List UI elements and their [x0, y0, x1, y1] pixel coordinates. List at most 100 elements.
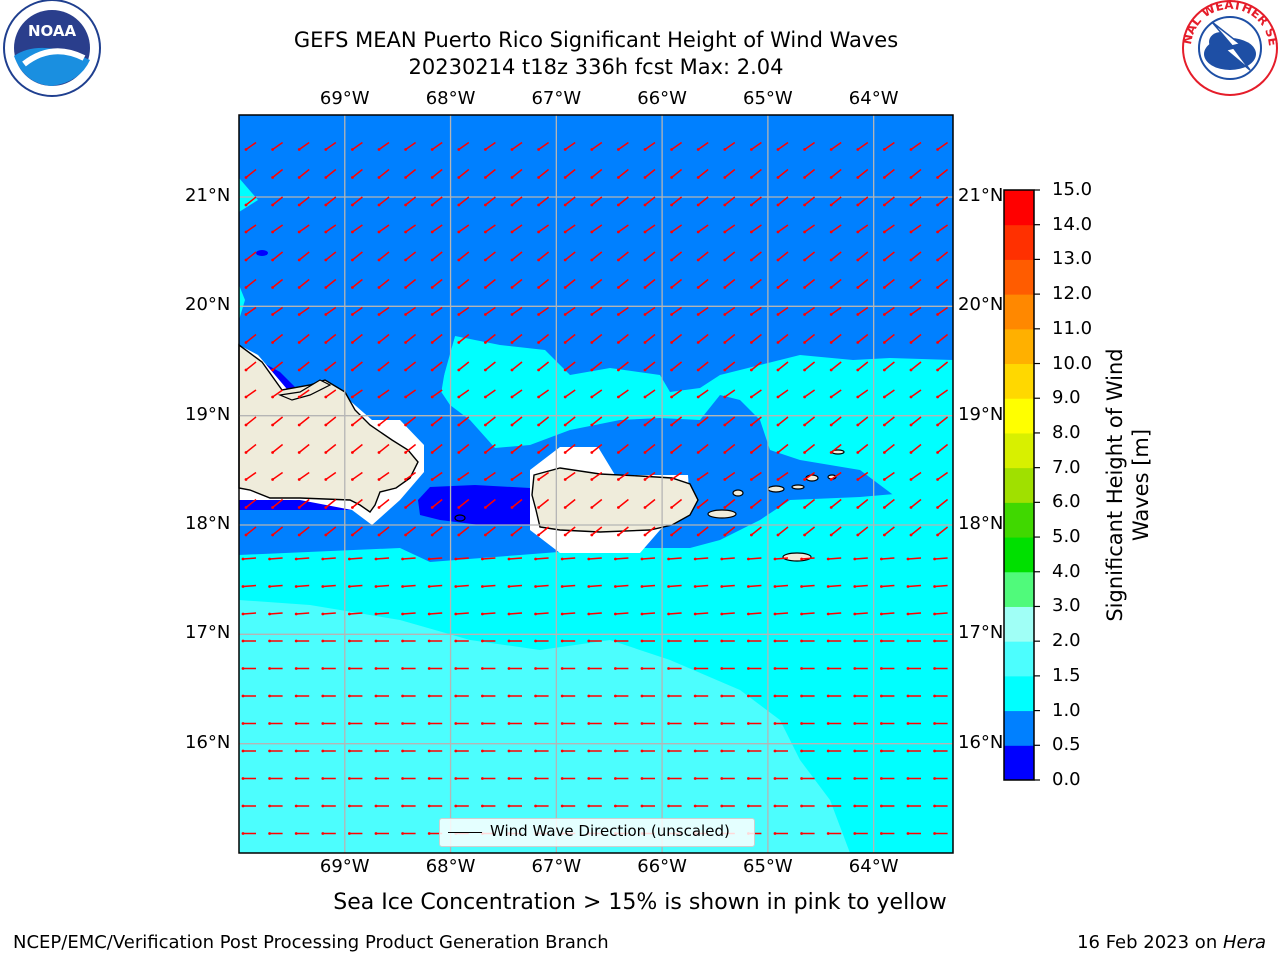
wave-arrow-head	[906, 722, 910, 725]
wave-arrow	[697, 389, 709, 398]
wave-arrow	[671, 306, 683, 316]
axis-tick-label: 68°W	[425, 856, 476, 877]
wave-arrow-head	[404, 258, 407, 262]
wave-arrow	[644, 361, 656, 371]
wave-arrow	[857, 526, 869, 536]
wave-arrow	[245, 251, 257, 261]
colorbar-tick-label: 2.0	[1052, 630, 1081, 652]
wave-arrow-head	[244, 423, 248, 427]
wave-arrow	[804, 416, 816, 426]
wave-arrow-head	[377, 203, 381, 207]
wave-arrow	[910, 224, 922, 233]
wave-arrow-head	[244, 203, 248, 207]
wave-arrow-head	[909, 368, 913, 372]
wave-arrow-head	[803, 286, 806, 289]
wave-arrow-head	[404, 341, 407, 344]
axis-tick-label: 66°W	[637, 856, 687, 877]
wave-arrow	[910, 526, 922, 536]
wave-arrow	[325, 443, 337, 454]
wave-arrow-head	[268, 639, 271, 643]
wave-arrow	[272, 416, 284, 426]
wave-arrow	[883, 278, 895, 289]
wave-arrow	[750, 471, 762, 481]
wave-arrow-head	[800, 667, 803, 670]
wave-arrow-head	[510, 423, 514, 427]
wave-arrow-head	[351, 533, 354, 537]
wave-arrow-head	[933, 667, 936, 670]
wave-arrow-head	[829, 148, 833, 151]
wave-arrow	[431, 471, 443, 481]
wave-arrow	[750, 443, 762, 454]
wave-arrow	[830, 416, 842, 426]
wave-arrow	[937, 196, 949, 206]
wave-arrow	[591, 306, 603, 316]
wave-arrow-head	[856, 395, 860, 399]
wave-arrow	[431, 443, 443, 454]
axis-tick-label: 21°N	[958, 185, 1004, 206]
wave-arrow	[910, 389, 922, 398]
wave-arrow-head	[696, 451, 700, 454]
wave-arrow-head	[883, 533, 886, 537]
wave-arrow	[804, 389, 816, 398]
wave-arrow-head	[856, 506, 860, 509]
wave-arrow-head	[404, 148, 407, 151]
wave-arrow-head	[773, 777, 777, 780]
virgin-island	[767, 485, 785, 493]
wave-arrow	[375, 557, 390, 560]
wave-arrow-head	[829, 258, 833, 262]
wave-arrow	[644, 224, 656, 233]
wave-arrow	[272, 251, 284, 261]
wave-arrow	[455, 557, 469, 560]
wave-arrow-head	[244, 286, 248, 289]
wave-arrow	[617, 224, 629, 233]
wave-arrow	[804, 526, 816, 536]
wave-arrow-head	[800, 832, 803, 835]
wave-arrow	[641, 557, 656, 560]
wave-arrow-head	[909, 533, 913, 537]
wave-arrow	[617, 168, 629, 179]
wave-arrow-head	[723, 313, 727, 316]
wave-arrow	[538, 498, 550, 509]
wave-arrow	[242, 612, 257, 615]
wave-arrow	[774, 612, 789, 615]
wave-arrow-head	[773, 639, 777, 643]
wave-arrow-head	[826, 557, 830, 561]
wave-arrow	[828, 557, 842, 560]
virgin-island	[732, 489, 744, 497]
wave-arrow-head	[241, 612, 245, 616]
wave-arrow	[644, 471, 656, 481]
wave-arrow	[484, 168, 496, 179]
wave-arrow-head	[883, 258, 886, 262]
wave-arrow	[429, 584, 443, 588]
wave-arrow-head	[271, 313, 274, 316]
colorbar-tick-label: 4.0	[1052, 560, 1081, 582]
wave-arrow-head	[401, 777, 404, 780]
wave-arrow-head	[404, 533, 407, 537]
wave-arrow-head	[484, 341, 487, 344]
wave-arrow-head	[563, 258, 567, 262]
wave-arrow-head	[404, 506, 407, 509]
wave-arrow-head	[590, 341, 594, 344]
colorbar-tick-label: 12.0	[1052, 283, 1093, 305]
wave-arrow	[272, 498, 284, 509]
wave-arrow-head	[747, 694, 750, 698]
wave-arrow-head	[351, 368, 354, 372]
wave-arrow	[458, 361, 470, 371]
wave-arrow-head	[348, 804, 351, 808]
wave-arrow-head	[457, 478, 461, 481]
wave-arrow-head	[534, 557, 537, 561]
wave-arrow-head	[484, 230, 487, 234]
wave-arrow	[804, 141, 816, 151]
wave-arrow-head	[457, 313, 461, 316]
wave-arrow-head	[537, 395, 540, 399]
wave-arrow-head	[268, 585, 271, 588]
wave-arrow-head	[297, 341, 301, 344]
wave-arrow-head	[826, 804, 830, 808]
wave-arrow	[272, 443, 284, 454]
wave-arrow-head	[401, 749, 404, 753]
wave-arrow-head	[640, 639, 644, 643]
wave-arrow	[617, 416, 629, 426]
wave-arrow-head	[271, 451, 274, 454]
wave-arrow-head	[803, 368, 806, 372]
wave-arrow-head	[906, 804, 910, 808]
